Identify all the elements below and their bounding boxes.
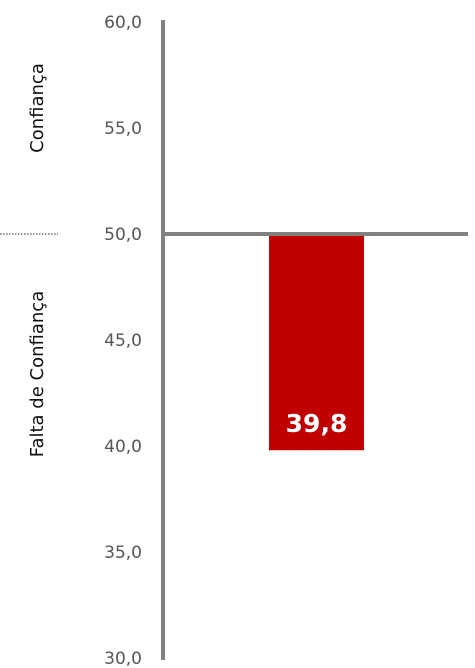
y-tick-label: 35,0 (104, 543, 142, 563)
y-tick-label: 55,0 (104, 119, 142, 139)
y-tick-label: 30,0 (104, 649, 142, 668)
y-tick-label: 50,0 (104, 225, 142, 245)
y-axis-ticks: 60,0 55,0 50,0 45,0 40,0 35,0 30,0 (104, 13, 142, 668)
zone-label-upper: Confiança (27, 63, 48, 153)
y-tick-label: 45,0 (104, 331, 142, 351)
y-tick-label: 40,0 (104, 437, 142, 457)
y-tick-label: 60,0 (104, 13, 142, 33)
zone-label-lower: Falta de Confiança (27, 291, 48, 457)
bar (269, 234, 364, 451)
bar-value-label: 39,8 (286, 409, 348, 438)
bars: 39,8 (269, 234, 364, 451)
